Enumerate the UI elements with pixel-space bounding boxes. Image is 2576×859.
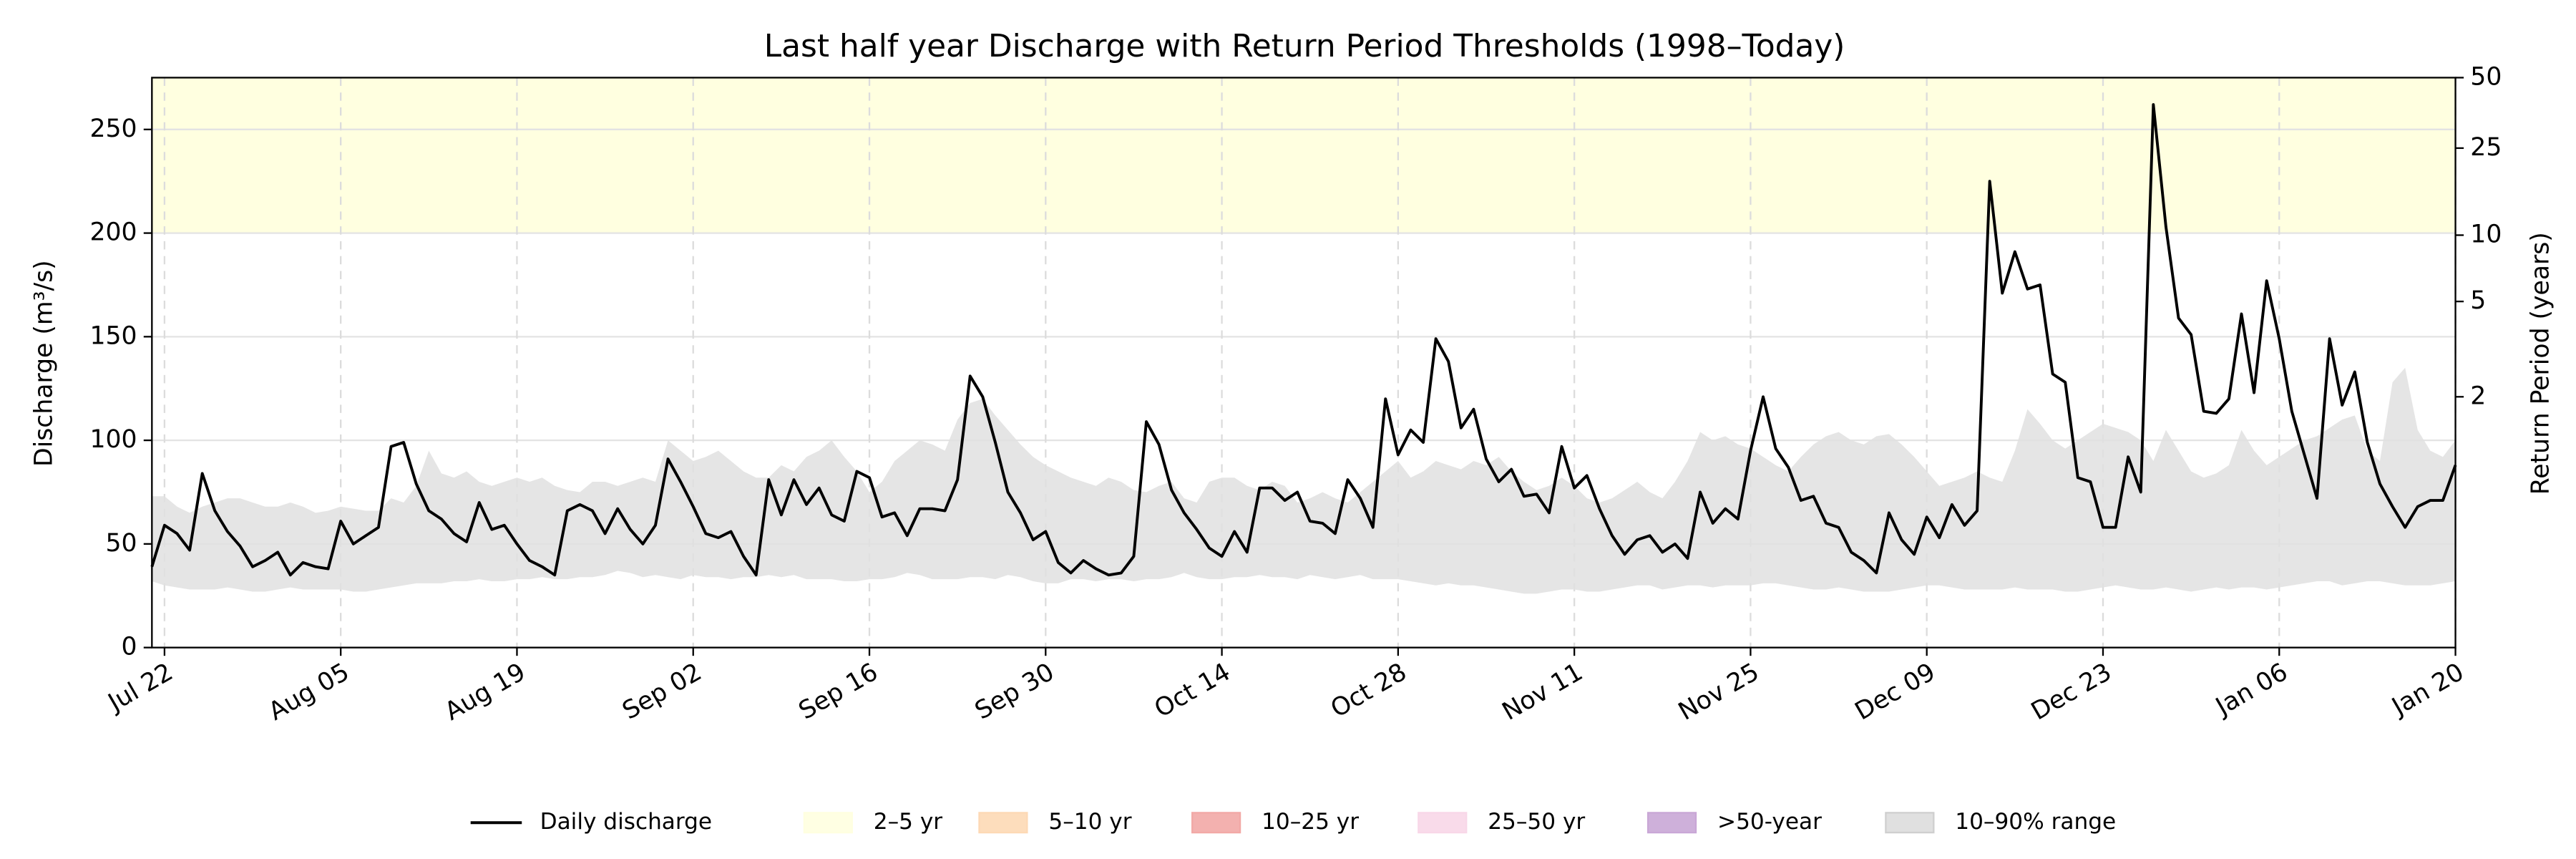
x-tick-label: Aug 19 [440,658,530,727]
legend-swatch [803,812,853,834]
legend-label: 25–50 yr [1488,809,1585,835]
y-tick-label: 0 [122,633,137,661]
legend-swatch [978,812,1028,834]
x-tick-label: Oct 14 [1150,658,1235,724]
legend-label: 10–90% range [1955,809,2116,835]
legend-label: 2–5 yr [874,809,943,835]
y2-tick-label: 2 [2470,382,2486,410]
y-tick-label: 250 [89,115,137,143]
y-tick-label: 200 [89,218,137,247]
x-tick-label: Nov 11 [1498,658,1588,727]
legend-swatch [1418,812,1468,834]
y2-tick-label: 10 [2470,220,2502,248]
x-tick-label: Aug 05 [264,658,354,727]
legend-swatch [1646,812,1697,834]
x-tick-label: Sep 02 [618,658,706,726]
x-tick-label: Dec 09 [1850,658,1941,727]
range-band [152,367,2456,594]
x-tick-label: Sep 16 [794,658,883,726]
y2-axis-label: Return Period (years) [2527,232,2555,495]
legend-label: >50-year [1717,809,1822,835]
chart-title: Last half year Discharge with Return Per… [764,28,1845,64]
y-tick-label: 50 [105,529,137,558]
legend-label: 10–25 yr [1262,809,1359,835]
legend-swatch [1885,812,1935,834]
x-tick-label: Jul 22 [102,658,178,718]
plot-frame [151,77,2457,649]
y2-tick-label: 5 [2470,286,2486,315]
y-axis-label: Discharge (m³/s) [29,260,58,467]
legend-swatch [1191,812,1241,834]
legend-label: 5–10 yr [1048,809,1131,835]
legend-label: Daily discharge [540,809,712,835]
x-tick-label: Dec 23 [2026,658,2117,727]
y-tick-label: 150 [89,321,137,350]
x-tick-label: Jan 20 [2386,658,2469,722]
y-tick-label: 100 [89,425,137,454]
y2-tick-label: 50 [2470,62,2502,91]
x-tick-label: Nov 25 [1674,658,1764,727]
x-tick-label: Oct 28 [1326,658,1411,724]
y2-tick-label: 25 [2470,133,2502,162]
x-tick-label: Jan 06 [2210,658,2293,722]
threshold-band [152,77,2456,233]
x-tick-label: Sep 30 [970,658,1059,726]
discharge-line [150,103,2457,577]
